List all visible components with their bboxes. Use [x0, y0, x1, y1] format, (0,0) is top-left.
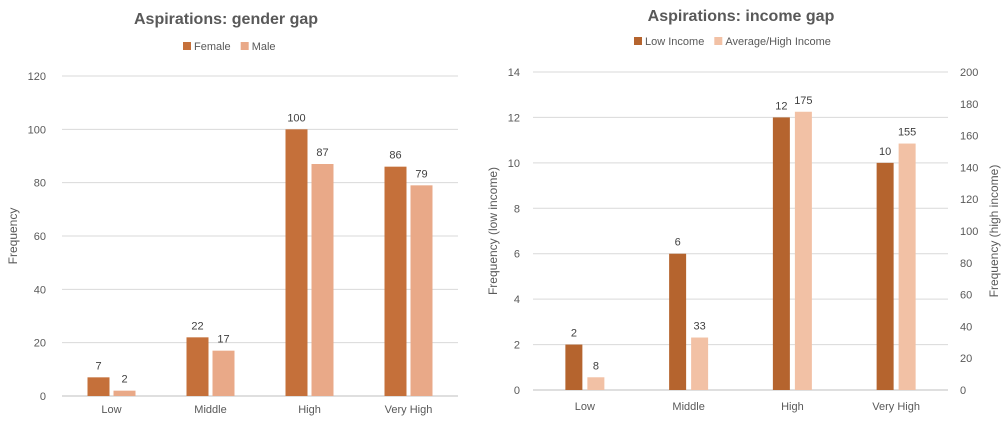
data-label: 10 — [879, 146, 891, 158]
x-tick-label: Low — [101, 404, 121, 416]
data-label: 33 — [694, 321, 706, 333]
legend-swatch — [634, 37, 642, 45]
data-label: 22 — [191, 320, 203, 332]
data-label: 8 — [593, 360, 599, 372]
y-tick-label: 8 — [514, 203, 520, 215]
data-label: 2 — [121, 374, 127, 386]
y-tick-label: 20 — [34, 338, 46, 350]
bar-average-high-income-middle — [691, 337, 709, 390]
bar-male-middle — [212, 350, 235, 396]
bar-average-high-income-low — [587, 377, 605, 390]
data-label: 12 — [775, 100, 787, 112]
y-axis-label: Frequency (low income) — [486, 167, 500, 295]
x-tick-label: Very High — [872, 401, 920, 413]
data-label: 2 — [571, 328, 577, 340]
y2-tick-label: 20 — [960, 353, 972, 365]
bar-average-high-income-high — [794, 111, 812, 390]
x-tick-label: Middle — [194, 404, 226, 416]
chart-2: Aspirations: income gap02468101214020406… — [486, 8, 1001, 413]
chart-title: Aspirations: income gap — [648, 8, 835, 25]
bar-average-high-income-very-high — [898, 143, 916, 390]
y-tick-label: 120 — [28, 71, 46, 83]
legend-label: Female — [194, 41, 231, 53]
y2-tick-label: 100 — [960, 226, 978, 238]
bar-male-very-high — [410, 185, 433, 396]
y-tick-label: 40 — [34, 284, 46, 296]
data-label: 87 — [316, 147, 328, 159]
data-label: 17 — [217, 334, 229, 346]
y-tick-label: 14 — [508, 67, 520, 79]
y2-tick-label: 0 — [960, 385, 966, 397]
chart-title: Aspirations: gender gap — [134, 11, 318, 28]
x-tick-label: High — [298, 404, 321, 416]
y-tick-label: 12 — [508, 112, 520, 124]
data-label: 79 — [415, 168, 427, 180]
bar-low-income-middle — [669, 253, 687, 390]
data-label: 7 — [95, 360, 101, 372]
y-tick-label: 6 — [514, 249, 520, 261]
data-label: 6 — [675, 237, 681, 249]
bar-female-very-high — [384, 166, 407, 396]
y-tick-label: 0 — [40, 391, 46, 403]
y-tick-label: 4 — [514, 294, 520, 306]
bar-male-low — [113, 390, 136, 396]
y2-tick-label: 140 — [960, 162, 978, 174]
y2-tick-label: 200 — [960, 67, 978, 79]
bar-female-high — [285, 129, 308, 397]
bar-low-income-high — [772, 117, 790, 390]
y2-tick-label: 160 — [960, 131, 978, 143]
y-tick-label: 2 — [514, 340, 520, 352]
data-label: 100 — [287, 112, 305, 124]
legend-label: Low Income — [645, 36, 704, 48]
y-tick-label: 10 — [508, 158, 520, 170]
x-tick-label: Low — [575, 401, 595, 413]
x-tick-label: Middle — [672, 401, 704, 413]
data-label: 155 — [898, 127, 916, 139]
y-tick-label: 80 — [34, 178, 46, 190]
bar-low-income-low — [565, 344, 583, 390]
y2-tick-label: 60 — [960, 290, 972, 302]
x-tick-label: High — [781, 401, 804, 413]
y-tick-label: 60 — [34, 231, 46, 243]
data-label: 86 — [389, 150, 401, 162]
y2-tick-label: 120 — [960, 194, 978, 206]
y-axis-label: Frequency — [6, 208, 20, 265]
legend-label: Male — [252, 41, 276, 53]
y2-tick-label: 80 — [960, 258, 972, 270]
y-tick-label: 0 — [514, 385, 520, 397]
legend-label: Average/High Income — [725, 36, 831, 48]
y2-axis-label: Frequency (high income) — [987, 165, 1001, 298]
bar-low-income-very-high — [876, 162, 894, 390]
bar-female-middle — [186, 337, 209, 396]
legend-swatch — [714, 37, 723, 45]
bar-male-high — [311, 164, 334, 396]
legend-swatch — [183, 42, 191, 50]
chart-1: Aspirations: gender gap 0 20 40 60 80 100 120 Fr… — [6, 11, 458, 416]
x-tick-label: Very High — [385, 404, 433, 416]
y-tick-label: 100 — [28, 124, 46, 136]
y2-tick-label: 180 — [960, 99, 978, 111]
data-label: 175 — [794, 95, 812, 107]
legend-swatch — [240, 42, 249, 50]
y2-tick-label: 40 — [960, 321, 972, 333]
bar-female-low — [87, 377, 110, 396]
